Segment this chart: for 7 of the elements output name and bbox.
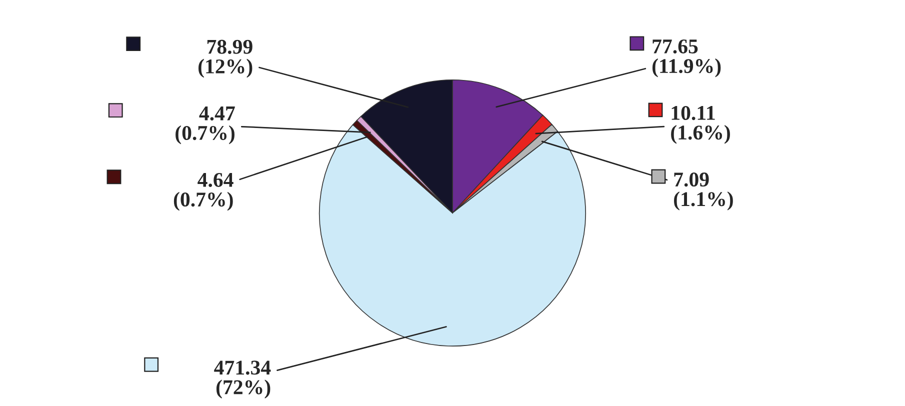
data-label: 7.09 (1.1%) (674, 172, 733, 210)
data-label: 77.65 (11.9%) (652, 39, 721, 78)
data-label: 10.11 (1.6%) (671, 106, 730, 144)
data-label: 4.47 (0.7%) (176, 106, 235, 144)
data-label: 471.34 (72%) (214, 360, 271, 399)
data-label: 4.64 (0.7%) (174, 172, 234, 211)
data-label: 78.99 (12%) (198, 40, 252, 78)
